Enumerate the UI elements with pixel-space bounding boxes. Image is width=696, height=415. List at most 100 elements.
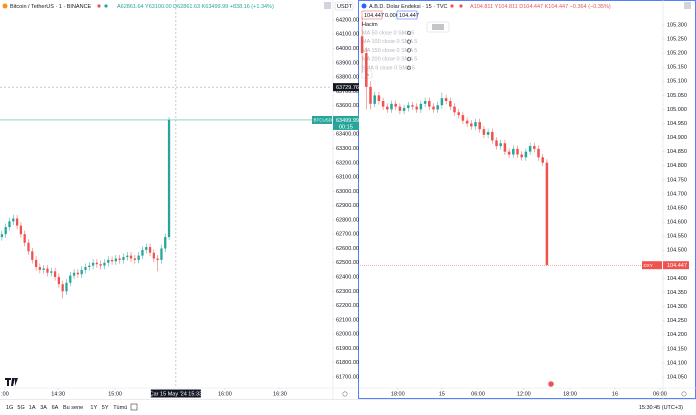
candle-body xyxy=(360,36,364,54)
x-tick-label: 15 xyxy=(439,391,445,397)
y-tick-label: 64100.00 xyxy=(336,32,359,38)
candle-body xyxy=(419,103,423,110)
x-tick-label: 18:00 xyxy=(563,391,577,397)
price-box[interactable] xyxy=(396,10,418,20)
symbol-title[interactable]: Bitcoin / TetherUS · 1 · BINANCE xyxy=(10,4,92,10)
price-box-text: 0.000 xyxy=(385,13,399,19)
symbol-icon xyxy=(361,3,367,9)
candle-body xyxy=(141,249,144,256)
candle-body xyxy=(402,108,406,111)
ohlc-values: A62861.64 Y63100.00 D62861.63 K63499.99 … xyxy=(117,4,274,10)
countdown: 00:15 xyxy=(339,124,353,130)
event-flag[interactable] xyxy=(548,381,554,387)
candle-body xyxy=(440,98,444,106)
indicator-label: MA 100 close 0 SMA 5 xyxy=(362,39,417,45)
range-button[interactable]: 1A xyxy=(29,405,36,411)
range-button[interactable]: 5G xyxy=(17,405,24,411)
candle-body xyxy=(167,119,171,238)
candle-body xyxy=(114,258,117,262)
candle-body xyxy=(31,251,34,260)
price-box-text: 104.447 xyxy=(364,13,384,19)
y-tick-label: 64200.00 xyxy=(336,17,359,23)
candle-body xyxy=(486,131,490,135)
candle-body xyxy=(465,120,469,124)
range-button[interactable]: 5Y xyxy=(102,405,109,411)
range-button[interactable]: Tümü xyxy=(113,405,127,411)
range-button[interactable]: 6A xyxy=(52,405,59,411)
panel-button[interactable] xyxy=(684,2,691,9)
candle-body xyxy=(444,98,448,102)
tv-logo xyxy=(5,378,18,386)
y-tick-label: 105.300 xyxy=(667,22,687,28)
crosshair-price: 63729.76 xyxy=(336,85,359,91)
candle-body xyxy=(12,218,15,222)
candle-body xyxy=(148,247,152,253)
range-button[interactable]: 1G xyxy=(6,405,13,411)
price-tag xyxy=(663,261,689,270)
y-tick-label: 61900.00 xyxy=(336,346,359,352)
settings-icon[interactable] xyxy=(681,391,687,397)
candle-body xyxy=(50,271,53,273)
y-tick-label: 104.600 xyxy=(667,220,687,226)
y-tick-label: 62800.00 xyxy=(336,217,359,223)
candle-body xyxy=(80,269,83,275)
candle-body xyxy=(76,272,80,275)
candle-body xyxy=(516,148,519,155)
candle-body xyxy=(118,258,121,260)
candle-body xyxy=(53,271,57,278)
visibility-icon[interactable] xyxy=(406,65,412,70)
candle-body xyxy=(0,234,4,238)
settings-icon[interactable] xyxy=(342,391,348,397)
y-tick-label: 63900.00 xyxy=(336,60,359,66)
x-tick-label: 15:00 xyxy=(108,391,122,397)
range-button[interactable]: 1Y xyxy=(90,405,97,411)
y-tick-label: 63700.00 xyxy=(336,89,359,95)
y-tick-label: 104.900 xyxy=(667,135,687,141)
panel-button[interactable] xyxy=(324,2,331,9)
y-tick-label: 104.700 xyxy=(667,191,687,197)
y-tick-label: 62700.00 xyxy=(336,232,359,238)
y-tick-label: 104.800 xyxy=(667,163,687,169)
candle-body xyxy=(57,277,61,285)
visibility-icon[interactable] xyxy=(406,39,412,44)
volume-label: Hacim xyxy=(362,22,378,28)
candle-body xyxy=(23,234,26,243)
candle-body xyxy=(69,275,72,283)
price-tag-text: 104.447 xyxy=(667,263,687,269)
indicator-label: SMA 9 close 0 SMA 5 xyxy=(362,65,415,71)
candle-body xyxy=(84,267,87,270)
candle-body xyxy=(398,106,402,111)
candle-body xyxy=(107,259,110,263)
range-button[interactable]: 3A xyxy=(40,405,47,411)
candle-body xyxy=(524,151,528,158)
y-tick-label: 104.100 xyxy=(667,360,687,366)
price-box[interactable] xyxy=(361,10,383,20)
price-tag-text: 63499.99 xyxy=(336,118,359,124)
candle-body xyxy=(533,146,536,149)
visibility-icon[interactable] xyxy=(406,48,412,53)
candle-body xyxy=(478,122,481,130)
symbol-title[interactable]: A.B.D. Dolar Endeksi · 15 · TVC xyxy=(369,4,447,10)
currency-button[interactable] xyxy=(334,1,354,11)
candle-body xyxy=(381,101,385,107)
indicator-label: MA 50 close 0 SMA 5 xyxy=(362,30,414,36)
visibility-icon[interactable] xyxy=(406,30,412,36)
candle-body xyxy=(126,255,129,258)
crosshair-price-tag xyxy=(333,83,359,92)
y-tick-label: 63600.00 xyxy=(336,103,359,109)
candle-body xyxy=(34,259,38,268)
candle-body xyxy=(470,123,473,127)
y-tick-label: 63400.00 xyxy=(336,132,359,138)
y-tick-label: 63200.00 xyxy=(336,160,359,166)
y-tick-label: 62900.00 xyxy=(336,203,359,209)
y-tick-label: 104.300 xyxy=(667,304,687,310)
range-button[interactable]: Bu sene xyxy=(63,405,83,411)
candle-body xyxy=(152,252,155,259)
candle-body xyxy=(369,86,372,104)
visibility-icon[interactable] xyxy=(406,57,412,62)
y-tick-label: 104.050 xyxy=(667,374,687,380)
calendar-button[interactable] xyxy=(130,403,138,411)
candle-body xyxy=(91,262,95,266)
candle-body xyxy=(103,262,106,266)
y-tick-label: 62400.00 xyxy=(336,274,359,280)
